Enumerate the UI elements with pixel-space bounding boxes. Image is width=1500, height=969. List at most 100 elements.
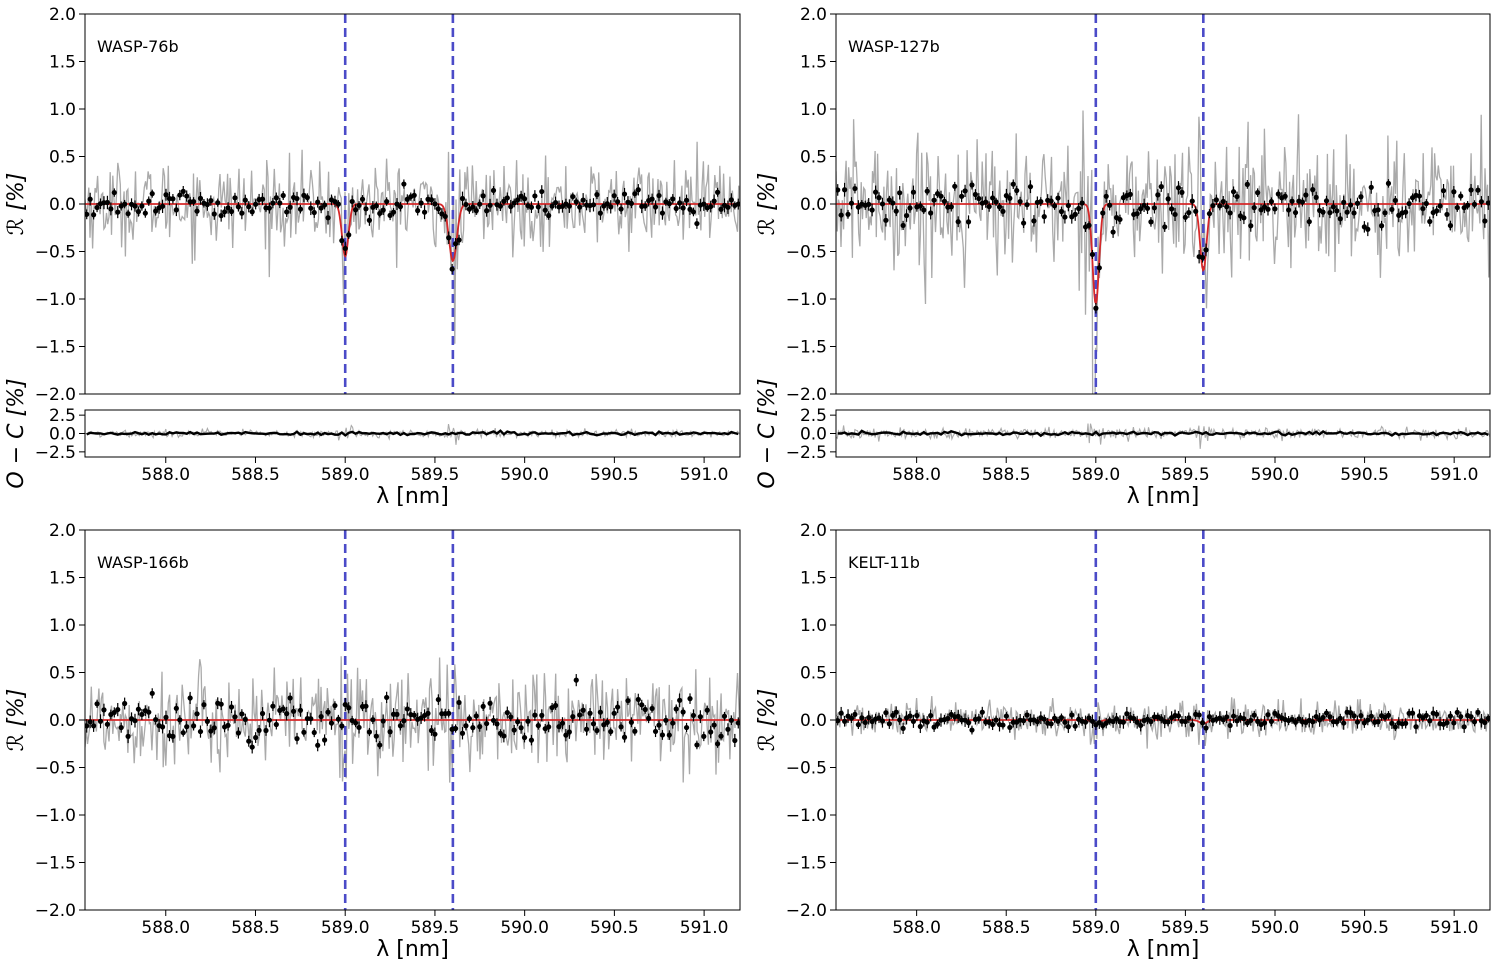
x-tick-label: 589.5: [411, 918, 460, 938]
binned-point: [1261, 720, 1268, 726]
y-tick-label: 0.0: [800, 711, 827, 731]
binned-point: [1227, 722, 1233, 729]
binned-point: [1003, 713, 1009, 719]
binned-point: [1303, 192, 1309, 198]
binned-point: [910, 189, 917, 195]
residual-y-tick-label: 2.5: [49, 406, 76, 426]
binned-point: [135, 706, 142, 712]
binned-point: [876, 195, 882, 201]
binned-point: [656, 192, 662, 199]
binned-point: [1341, 720, 1347, 726]
panel-wasp-166b: −2.0 −1.5 −1.0 −0.5 0.0 0.5 1.0 1.5 2.0 ℛ [%] WASP…: [4, 521, 741, 962]
binned-point: [680, 205, 686, 211]
binned-point: [1110, 229, 1116, 235]
binned-point: [339, 238, 345, 244]
binned-point: [1220, 717, 1226, 723]
binned-point: [1471, 719, 1478, 725]
binned-point: [1482, 218, 1488, 224]
binned-point: [990, 195, 996, 201]
binned-point: [1134, 719, 1140, 725]
x-tick-label: 591.0: [680, 465, 729, 485]
binned-point: [411, 192, 417, 198]
binned-point: [1131, 715, 1137, 722]
binned-point: [201, 702, 207, 708]
binned-point: [1100, 210, 1106, 216]
binned-point: [132, 203, 138, 209]
binned-point: [304, 194, 310, 201]
binned-point: [1141, 202, 1147, 208]
binned-point: [1420, 206, 1426, 212]
y-tick-label: −2.0: [786, 385, 827, 405]
panel-title: WASP-166b: [97, 553, 189, 572]
binned-point: [848, 715, 855, 721]
binned-point: [539, 712, 545, 718]
binned-point: [197, 195, 204, 201]
binned-point: [1227, 210, 1233, 216]
x-tick-label: 588.0: [141, 918, 190, 938]
binned-point: [683, 724, 690, 731]
y-tick-label: −0.5: [35, 243, 76, 263]
binned-point: [1354, 200, 1361, 206]
binned-point: [979, 709, 985, 715]
binned-point: [1323, 198, 1330, 204]
binned-point: [1437, 203, 1443, 209]
binned-point: [1475, 709, 1481, 715]
binned-point: [287, 695, 293, 701]
binned-point: [239, 711, 245, 717]
binned-point: [848, 200, 855, 206]
binned-point: [708, 729, 714, 735]
binned-point: [872, 189, 879, 195]
binned-point: [463, 723, 469, 729]
binned-point: [1024, 202, 1030, 208]
binned-point: [945, 715, 951, 722]
binned-point: [515, 719, 521, 725]
binned-point: [1058, 714, 1065, 721]
x-tick-label: 590.5: [1340, 918, 1389, 938]
binned-point: [1062, 214, 1068, 220]
binned-point: [1268, 198, 1275, 205]
binned-point: [646, 715, 652, 721]
binned-point: [204, 201, 210, 208]
binned-point: [1406, 200, 1412, 207]
y-tick-label: 2.0: [800, 5, 827, 25]
x-tick-label: 589.5: [1161, 918, 1210, 938]
binned-point: [1423, 200, 1429, 207]
binned-point: [290, 708, 297, 714]
binned-point: [294, 195, 300, 202]
binned-point: [852, 711, 858, 717]
binned-point: [1385, 180, 1392, 186]
binned-point: [556, 724, 562, 730]
binned-point: [1358, 713, 1364, 719]
y-tick-label: −0.5: [786, 759, 827, 779]
binned-point: [1048, 198, 1054, 204]
y-tick-label: −1.0: [786, 290, 827, 310]
binned-point: [477, 201, 483, 207]
binned-point: [1330, 204, 1336, 210]
binned-point: [666, 732, 672, 738]
binned-point: [480, 703, 486, 709]
binned-point: [442, 213, 448, 220]
residual-y-tick-label: 0.0: [49, 425, 76, 445]
binned-point: [142, 210, 148, 216]
binned-point: [1389, 206, 1395, 213]
binned-point: [104, 199, 111, 206]
binned-point: [1113, 716, 1120, 722]
binned-point: [663, 717, 669, 723]
binned-point: [253, 201, 259, 207]
binned-point: [677, 200, 683, 206]
binned-point: [249, 209, 255, 215]
binned-point: [353, 207, 359, 213]
binned-point: [363, 703, 369, 709]
binned-point: [921, 207, 927, 213]
binned-point: [1224, 204, 1230, 210]
y-tick-label: −2.0: [35, 385, 76, 405]
y-axis-label: ℛ [%]: [4, 173, 29, 236]
binned-point: [1447, 222, 1454, 229]
binned-point: [535, 204, 541, 210]
binned-point: [497, 203, 504, 209]
binned-point: [1475, 187, 1481, 193]
binned-point: [328, 720, 335, 726]
binned-point: [580, 197, 586, 203]
binned-point: [1010, 181, 1016, 187]
binned-point: [1155, 192, 1161, 198]
